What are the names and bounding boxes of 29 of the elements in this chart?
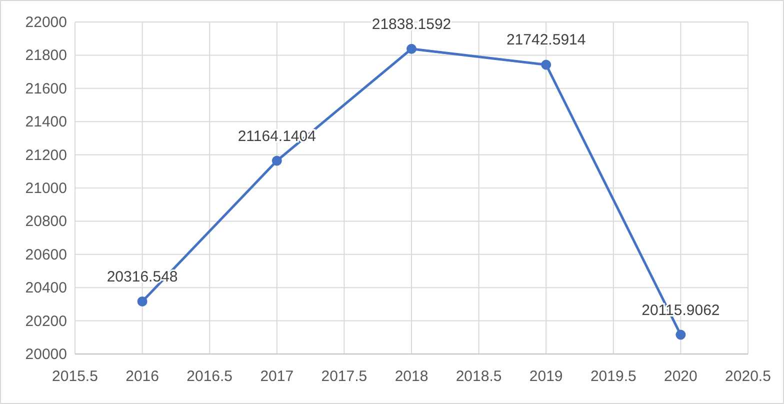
x-tick-label: 2017 bbox=[260, 368, 294, 385]
y-tick-label: 20200 bbox=[25, 312, 67, 330]
y-tick-label: 21600 bbox=[25, 80, 67, 98]
x-tick-label: 2016 bbox=[126, 368, 159, 385]
y-tick-label: 20800 bbox=[25, 213, 67, 230]
y-tick-label: 22000 bbox=[25, 14, 67, 31]
data-label: 21742.5914 bbox=[506, 32, 586, 49]
x-tick-label: 2017.5 bbox=[321, 368, 368, 385]
x-tick-label: 2018 bbox=[394, 368, 428, 385]
x-tick-label: 2018.5 bbox=[456, 368, 502, 385]
y-tick-label: 21800 bbox=[25, 47, 67, 64]
x-tick-label: 2015.5 bbox=[52, 368, 98, 385]
x-tick-label: 2019 bbox=[529, 368, 563, 385]
point bbox=[676, 330, 686, 340]
point bbox=[541, 60, 552, 70]
x-tick-label: 2020 bbox=[664, 368, 698, 385]
y-tick-label: 20400 bbox=[25, 280, 67, 297]
y-tick-label: 21400 bbox=[25, 114, 67, 131]
point bbox=[272, 156, 282, 166]
point bbox=[406, 44, 416, 54]
data-label: 21838.1592 bbox=[372, 16, 452, 33]
y-tick-label: 21000 bbox=[25, 180, 67, 197]
y-tick-label: 21200 bbox=[25, 146, 67, 164]
x-tick-label: 2019.5 bbox=[590, 368, 636, 385]
y-tick-label: 20000 bbox=[25, 346, 67, 363]
y-tick-label: 20600 bbox=[25, 246, 67, 264]
x-tick-label: 2020.5 bbox=[725, 368, 771, 385]
x-tick-label: 2016.5 bbox=[186, 368, 233, 385]
point bbox=[137, 296, 148, 306]
